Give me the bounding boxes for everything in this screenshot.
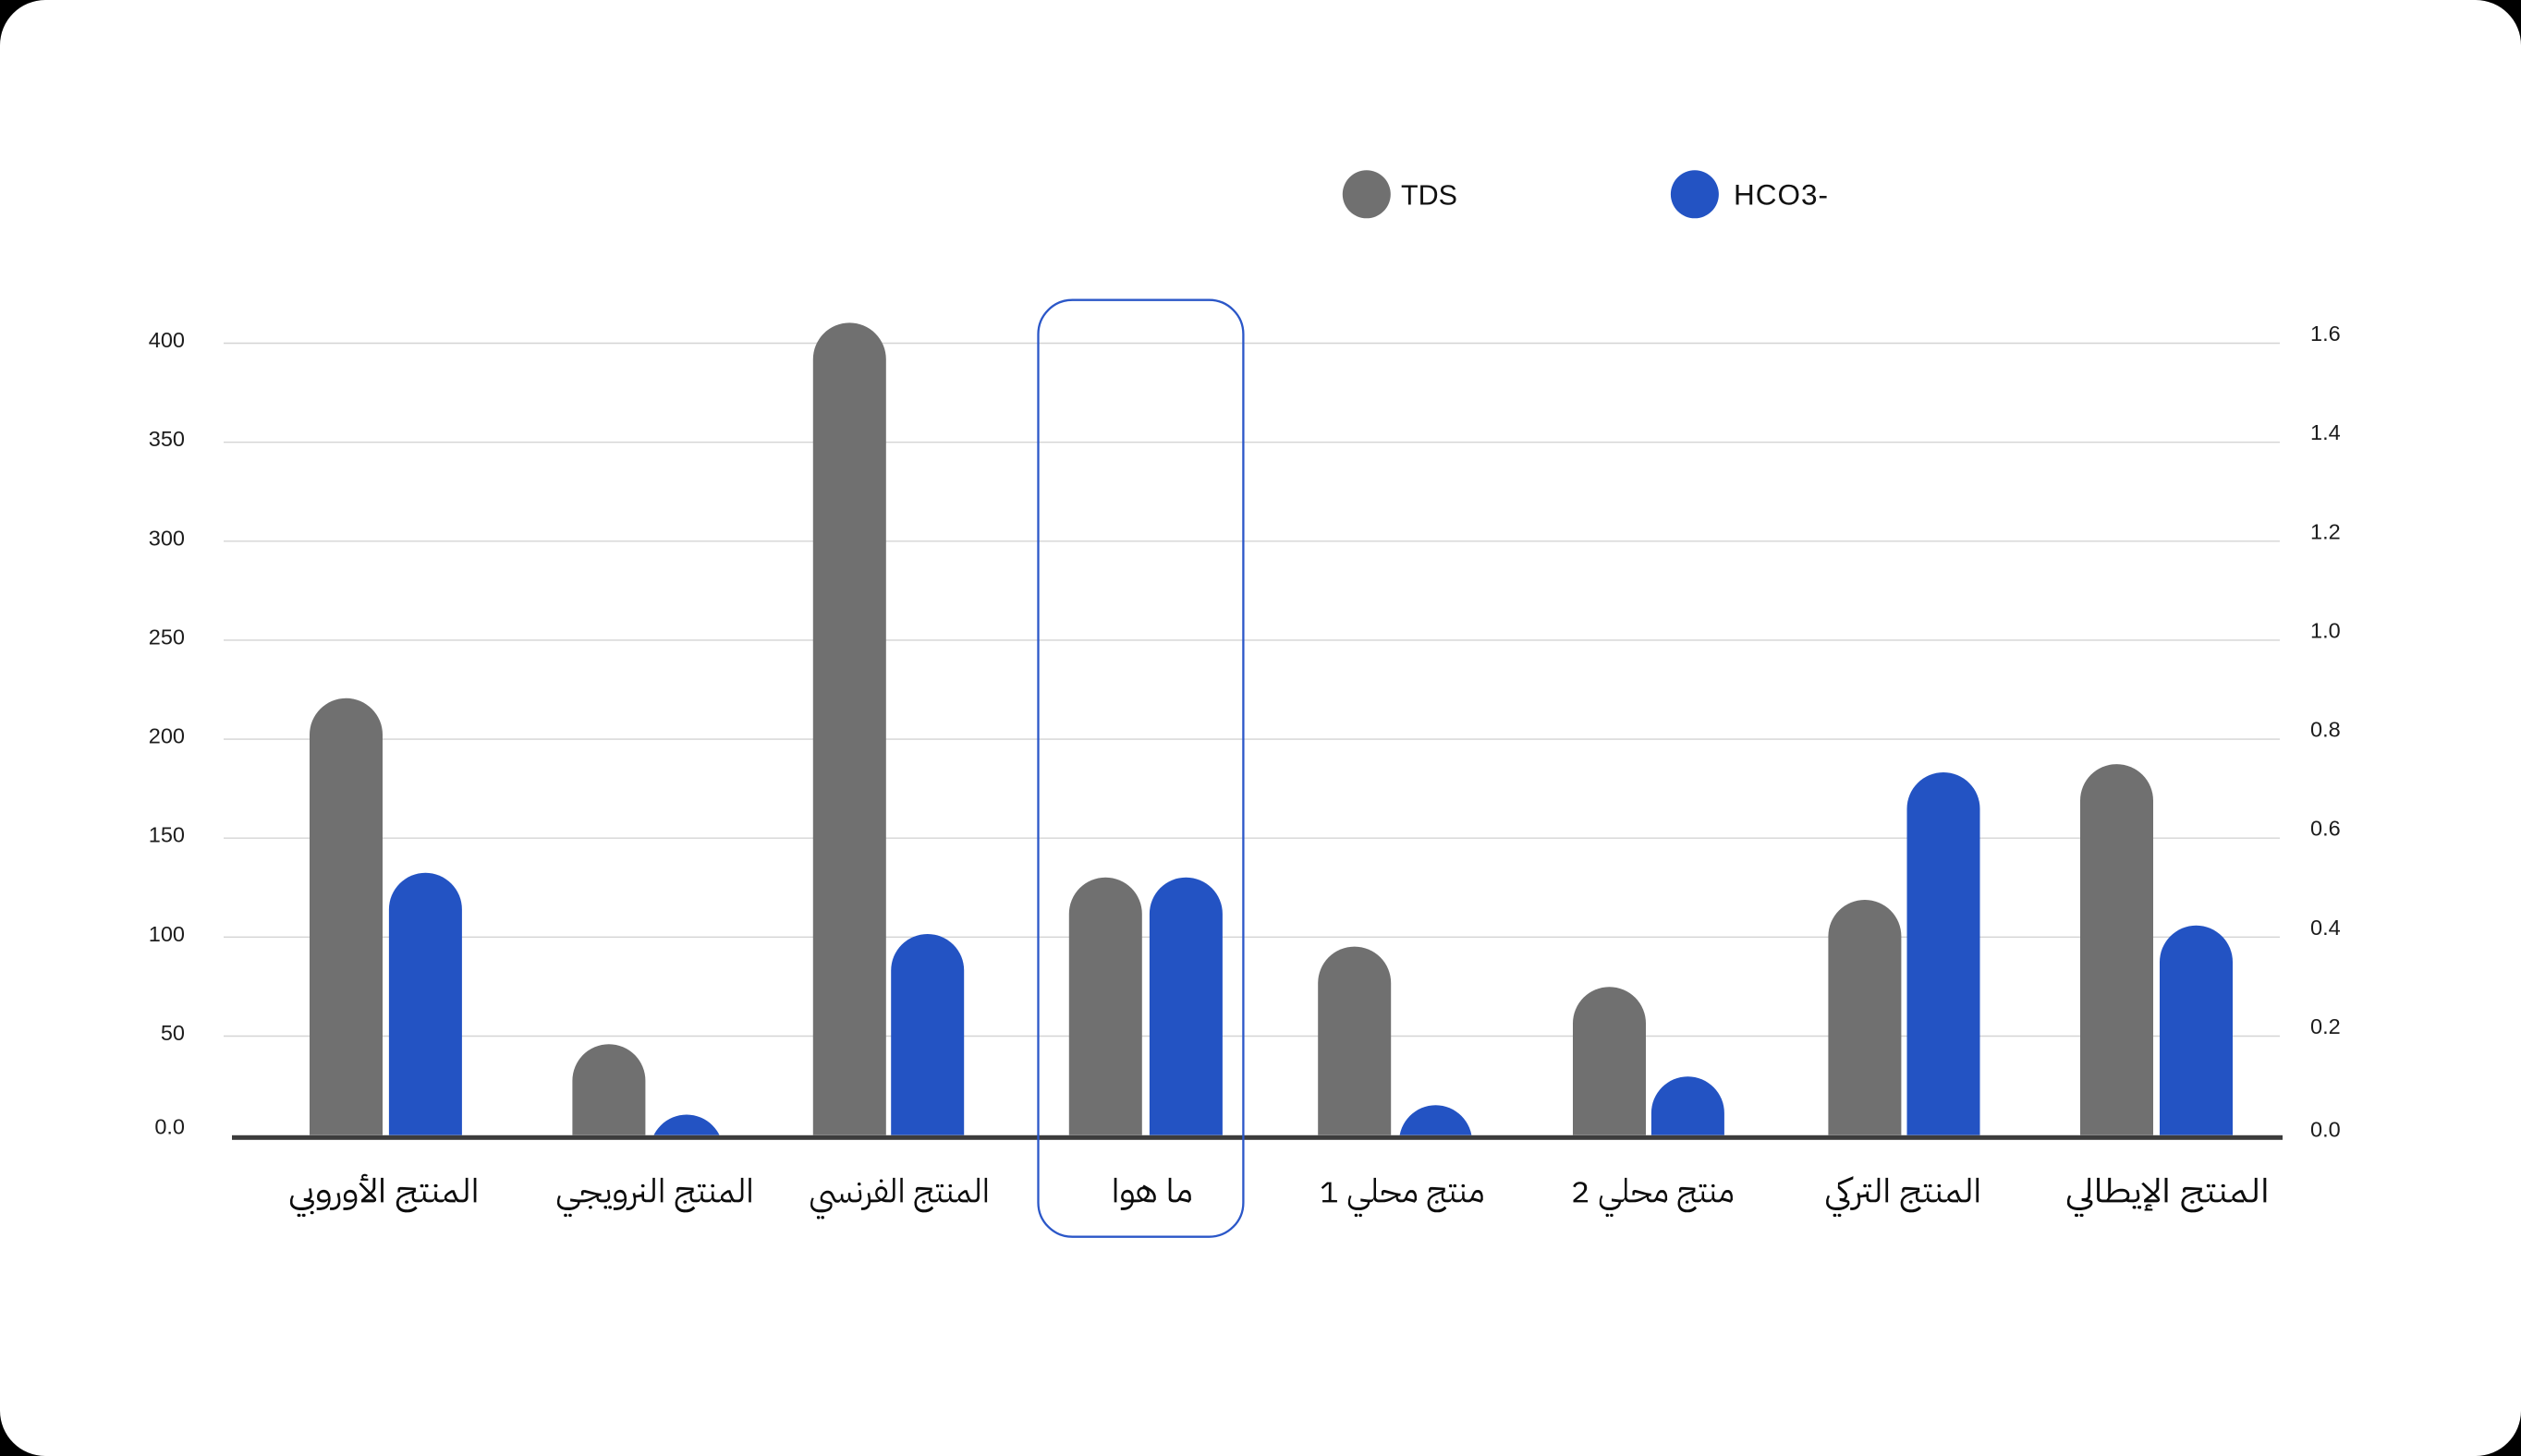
svg-text:300: 300 [149,526,185,550]
svg-text:400: 400 [149,328,185,352]
svg-text:250: 250 [149,625,185,649]
svg-text:100: 100 [149,922,185,946]
svg-text:0.2: 0.2 [2310,1014,2341,1038]
svg-text:150: 150 [149,823,185,847]
svg-text:1.6: 1.6 [2310,322,2341,346]
svg-text:1.0: 1.0 [2310,618,2341,642]
svg-text:50: 50 [161,1021,185,1045]
svg-text:0.0: 0.0 [154,1115,185,1139]
svg-text:HCO3-: HCO3- [1734,178,1829,212]
svg-text:200: 200 [149,724,185,748]
svg-text:0.4: 0.4 [2310,916,2341,940]
svg-text:1.4: 1.4 [2310,420,2341,444]
svg-text:0.0: 0.0 [2310,1118,2341,1142]
svg-text:0.8: 0.8 [2310,718,2341,742]
svg-text:TDS: TDS [1401,180,1457,212]
svg-text:1.2: 1.2 [2310,519,2341,543]
svg-text:350: 350 [149,427,185,451]
svg-text:0.6: 0.6 [2310,817,2341,841]
